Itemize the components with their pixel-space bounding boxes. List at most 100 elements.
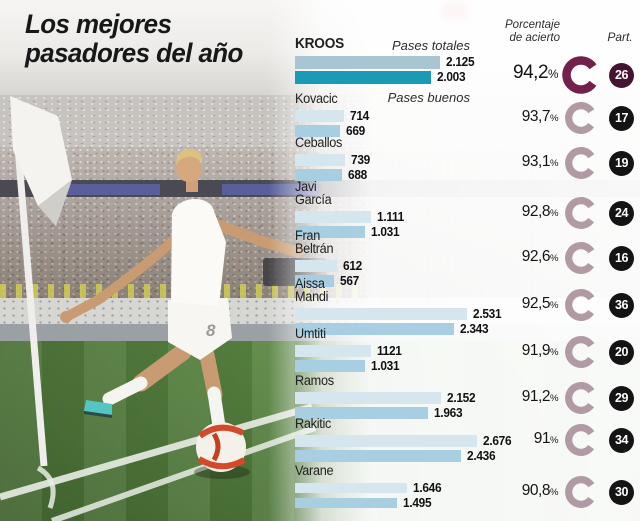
player-name: Mandi [295,289,329,304]
total-passes-value: 739 [351,153,370,167]
bars-group: 2.676 2.436 [295,434,513,464]
player-row: Ceballos 739 688 93,1% 19 [295,136,640,182]
accuracy-value: 93,7% [521,108,559,125]
accuracy-value: 93,1% [521,153,559,170]
page-title: Los mejores pasadores del año [25,10,243,67]
good-passes-bar [295,169,342,181]
percent-sign: % [549,393,559,404]
total-passes-value: 2.152 [447,391,476,405]
player-row: Rakitic 2.676 2.436 91% 34 [295,416,640,463]
good-passes-value: 1.495 [403,496,432,510]
bars-group: 612 567 [295,259,363,289]
good-passes-bar-line: 1.495 [295,496,443,510]
player-name: Javi [295,179,317,194]
good-passes-bar [295,323,454,335]
player-name: Umtiti [295,326,326,341]
total-passes-bar-line: 2.531 [295,307,503,321]
percent-sign: % [549,158,559,169]
player-name: Rakitic [295,416,332,431]
good-passes-bar-line: 2.436 [295,449,513,463]
percent-sign: % [549,208,559,219]
header-pases-totales: Pases totales [391,38,470,53]
total-passes-value: 1.646 [413,481,442,495]
good-passes-value: 2.003 [437,70,466,84]
accuracy-value: 91% [533,430,559,447]
total-passes-bar-line: 714 [295,109,370,123]
total-passes-bar [295,260,337,272]
good-passes-value: 2.343 [460,322,489,336]
good-passes-bar [295,407,428,419]
accuracy-value: 94,2% [513,62,558,83]
total-passes-bar [295,211,371,223]
player-name: Kovacic [295,91,338,106]
total-passes-bar-line: 2.676 [295,434,513,448]
good-passes-bar [295,70,431,84]
good-passes-bar-line: 2.003 [295,70,476,84]
good-passes-bar-line: 567 [295,274,363,288]
good-passes-value: 688 [348,168,367,182]
accuracy-donut [565,102,597,134]
total-passes-bar-line: 1.111 [295,210,405,224]
title-line1: Los mejores [25,9,172,39]
player-row: Umtiti 1121 1.031 91,9% 20 [295,326,640,373]
accuracy-value: 91,2% [521,388,559,405]
player-name: García [295,192,332,207]
good-passes-bar [295,125,340,137]
good-passes-value: 669 [346,124,365,138]
percent-sign: % [548,68,558,81]
total-passes-bar [295,483,407,493]
good-passes-bar [295,226,365,238]
percent-sign: % [549,300,559,311]
bars-group: 714 669 [295,109,370,139]
total-passes-value: 2.125 [446,55,475,69]
accuracy-donut [565,424,597,456]
total-passes-bar-line: 2.125 [295,55,476,69]
player-name: Varane [295,463,334,478]
header-pases-buenos: Pases buenos [387,90,470,105]
good-passes-bar-line: 1.031 [295,225,405,239]
player-row: Ramos 2.152 1.963 91,2% 29 [295,374,640,420]
good-passes-bar [295,498,397,508]
total-passes-bar [295,392,441,404]
bars-group: 1.646 1.495 [295,481,443,511]
accuracy-value: 91,9% [521,342,559,359]
percent-sign: % [549,347,559,358]
player-name: Beltrán [295,241,334,256]
total-passes-bar-line: 612 [295,259,363,273]
bars-group: 1.111 1.031 [295,210,405,240]
percent-sign: % [549,253,559,264]
total-passes-bar [295,308,467,320]
total-passes-value: 2.531 [473,307,502,321]
player-name: Fran [295,228,320,243]
matches-badge: 20 [609,339,634,365]
percent-sign: % [549,435,559,446]
total-passes-bar-line: 1121 [295,344,403,358]
accuracy-donut [565,382,597,414]
good-passes-bar-line: 2.343 [295,322,503,336]
bars-group: 2.152 1.963 [295,391,477,421]
accuracy-donut [565,336,597,368]
bars-group: 739 688 [295,153,371,183]
player-name: KROOS [295,36,345,52]
title-line2: pasadores del año [25,37,243,68]
good-passes-value: 567 [340,274,359,288]
accuracy-value: 92,8% [521,203,559,220]
good-passes-bar [295,450,461,462]
accuracy-donut [562,56,600,94]
player-row: Kovacic 714 669 93,7% 17 [295,91,640,138]
accuracy-value: 90,8% [521,482,559,499]
total-passes-bar-line: 739 [295,153,371,167]
good-passes-value: 1.031 [371,359,400,373]
total-passes-bar [295,154,345,166]
matches-badge: 36 [609,292,634,318]
accuracy-value: 92,5% [521,295,559,312]
good-passes-bar-line: 1.963 [295,406,477,420]
player-row: Aissa Mandi 2.531 2.343 92,5% 36 [295,277,640,336]
accuracy-donut [565,476,597,508]
accuracy-donut [565,289,597,321]
matches-badge: 16 [609,245,634,271]
good-passes-bar-line: 669 [295,124,370,138]
accuracy-donut [565,197,597,229]
